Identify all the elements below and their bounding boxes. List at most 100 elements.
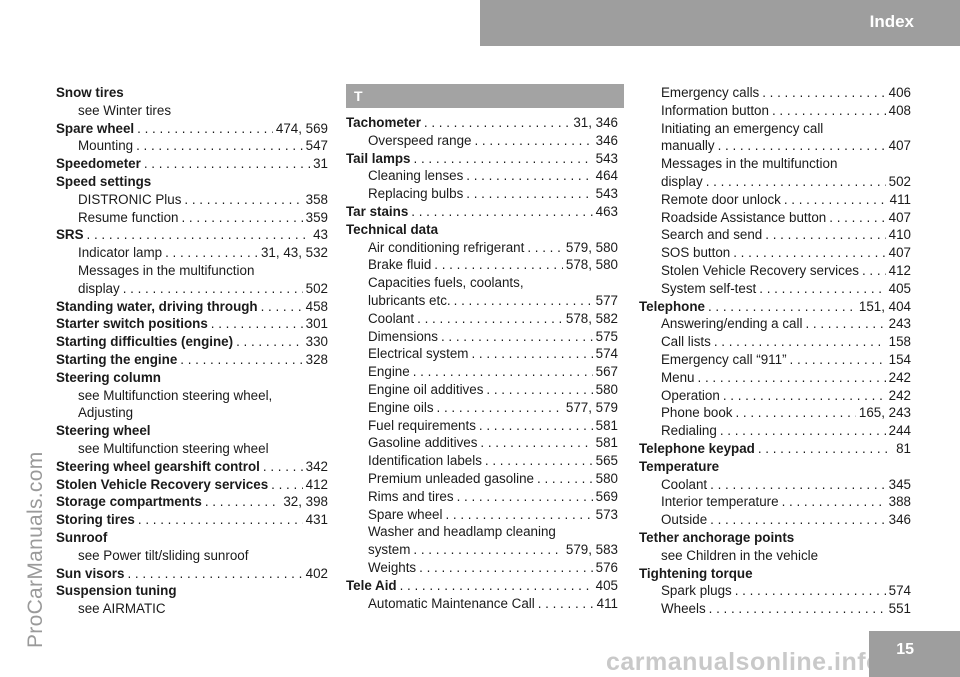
entry-label: Coolant	[661, 476, 708, 492]
index-subentry: Weights 576	[346, 559, 618, 577]
dot-leader	[698, 369, 886, 387]
entry-label: Tar stains	[346, 203, 409, 219]
index-entry: Starting difficulties (engine) 330	[56, 333, 328, 351]
dot-leader	[144, 155, 310, 173]
entry-label: see AIRMATIC	[78, 601, 166, 617]
entry-label: Spark plugs	[661, 583, 732, 599]
dot-leader	[419, 559, 593, 577]
entry-label: Fuel requirements	[368, 417, 476, 433]
dot-leader	[413, 541, 562, 559]
index-entry: Tar stains 463	[346, 203, 618, 221]
dot-leader	[127, 565, 302, 583]
entry-label: Tele Aid	[346, 577, 397, 593]
entry-page: 346	[888, 512, 911, 528]
entry-page: 411	[596, 595, 618, 611]
entry-label: see Multifunction steering wheel	[78, 440, 269, 456]
index-subentry: Phone book 165, 243	[639, 404, 911, 422]
entry-label: see Power tilt/sliding sunroof	[78, 547, 249, 563]
dot-leader	[261, 298, 303, 316]
entry-label: Steering column	[56, 369, 161, 385]
index-entry: Spare wheel 474, 569	[56, 120, 328, 138]
entry-label: Dimensions	[368, 328, 438, 344]
dot-leader	[454, 292, 593, 310]
index-entry: Sun visors 402	[56, 565, 328, 583]
index-subentry: Spark plugs 574	[639, 582, 911, 600]
index-subentry: Brake fluid 578, 580	[346, 256, 618, 274]
entry-page: 301	[305, 316, 328, 332]
dot-leader	[714, 333, 886, 351]
dot-leader	[424, 114, 570, 132]
entry-label: Messages in the multifunction	[661, 156, 838, 172]
entry-label: Steering wheel	[56, 423, 151, 439]
entry-label: Redialing	[661, 423, 717, 439]
entry-label: Technical data	[346, 221, 439, 237]
entry-label: System self-test	[661, 280, 757, 296]
entry-label: Cleaning lenses	[368, 168, 464, 184]
entry-page: 43	[313, 227, 328, 243]
dot-leader	[400, 577, 593, 595]
index-subentry: see Power tilt/sliding sunroof	[56, 547, 328, 565]
entry-page: 405	[888, 280, 911, 296]
entry-label: Mounting	[78, 138, 134, 154]
entry-page: 578, 582	[565, 310, 618, 326]
index-entry: Steering wheel gearshift control 342	[56, 458, 328, 476]
entry-page: 573	[595, 506, 618, 522]
entry-label: Tether anchorage points	[639, 529, 795, 545]
index-entry: Temperature	[639, 458, 911, 476]
entry-label: Answering/ending a call	[661, 316, 803, 332]
index-subentry: Dimensions 575	[346, 328, 618, 346]
entry-label: Stolen Vehicle Recovery services	[661, 262, 859, 278]
entry-label: Remote door unlock	[661, 191, 781, 207]
index-subentry: Emergency calls 406	[639, 84, 911, 102]
entry-label: Spare wheel	[56, 120, 135, 136]
entry-label: Snow tires	[56, 85, 124, 100]
entry-label: Resume function	[78, 209, 179, 225]
dot-leader	[710, 476, 886, 494]
index-subentry: Menu 242	[639, 369, 911, 387]
index-entry: Stolen Vehicle Recovery services 412	[56, 476, 328, 494]
entry-page: 581	[595, 435, 618, 451]
entry-page: 388	[888, 494, 911, 510]
entry-page: 158	[888, 334, 911, 350]
index-entry: Starting the engine 328	[56, 351, 328, 369]
index-subentry: manually 407	[639, 137, 911, 155]
entry-label: Stolen Vehicle Recovery services	[56, 476, 269, 492]
dot-leader	[720, 422, 886, 440]
dot-leader	[829, 209, 885, 227]
entry-label: Tightening torque	[639, 565, 753, 581]
dot-leader	[413, 363, 593, 381]
index-subentry: Rims and tires 569	[346, 488, 618, 506]
index-subentry: see Multifunction steering wheel	[56, 440, 328, 458]
entry-label: Indicator lamp	[78, 245, 163, 261]
dot-leader	[485, 452, 593, 470]
entry-label: Emergency call “911”	[661, 351, 787, 367]
entry-label: Starting the engine	[56, 351, 178, 367]
entry-page: 547	[305, 138, 328, 154]
entry-label: Engine oil additives	[368, 381, 484, 397]
dot-leader	[211, 315, 303, 333]
entry-label: manually	[661, 138, 715, 154]
index-subentry: Resume function 359	[56, 209, 328, 227]
entry-page: 406	[888, 85, 911, 100]
entry-label: Sunroof	[56, 529, 108, 545]
entry-label: system	[368, 542, 411, 558]
dot-leader	[758, 440, 893, 458]
index-subentry: Call lists 158	[639, 333, 911, 351]
entry-label: Replacing bulbs	[368, 186, 464, 202]
index-subentry: Initiating an emergency call	[639, 120, 911, 138]
dot-leader	[718, 137, 886, 155]
index-subentry: Indicator lamp 31, 43, 532	[56, 244, 328, 262]
entry-page: 405	[595, 577, 618, 593]
index-subentry: Engine 567	[346, 363, 618, 381]
dot-leader	[527, 239, 563, 257]
dot-leader	[263, 458, 303, 476]
entry-page: 575	[595, 328, 618, 344]
entry-label: Wheels	[661, 601, 706, 617]
index-subentry: Cleaning lenses 464	[346, 167, 618, 185]
entry-page: 579, 580	[565, 239, 618, 255]
index-column-3: Emergency calls406Information button408I…	[639, 84, 911, 618]
entry-label: Weights	[368, 559, 417, 575]
entry-page: 411	[889, 191, 911, 207]
dot-leader	[708, 298, 856, 316]
entry-page: 431	[305, 512, 328, 528]
